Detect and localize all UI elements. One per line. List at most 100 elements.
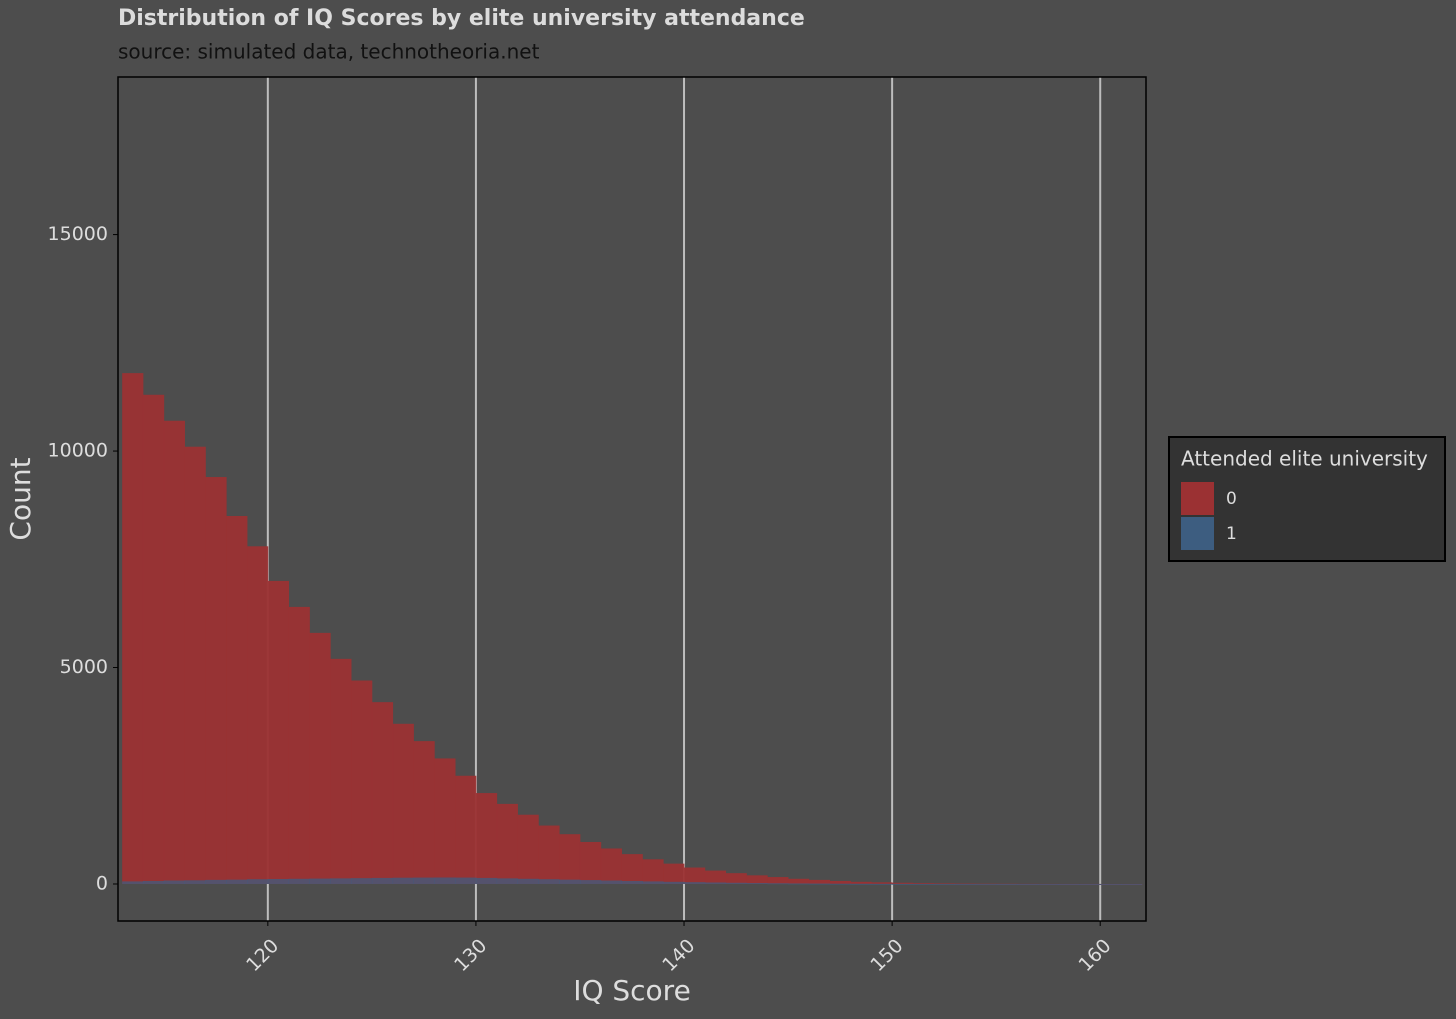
- histogram-bar: [205, 879, 227, 884]
- histogram-bar: [788, 883, 810, 885]
- histogram-bar: [184, 446, 206, 884]
- histogram-bar: [434, 877, 456, 884]
- histogram-bar: [788, 878, 810, 884]
- histogram-bar: [559, 879, 581, 884]
- histogram-bar: [496, 803, 518, 884]
- histogram-bar: [642, 859, 664, 884]
- histogram-bar: [1058, 883, 1080, 885]
- x-tick-label: 130: [450, 935, 491, 976]
- histogram-bar: [808, 879, 831, 884]
- histogram-bar: [309, 632, 331, 884]
- histogram-bar: [205, 477, 227, 884]
- legend-swatch: [1181, 517, 1214, 550]
- histogram-bar: [621, 854, 643, 884]
- histogram-bar: [912, 883, 935, 885]
- histogram-bar: [579, 841, 602, 884]
- histogram-bar: [142, 394, 165, 884]
- histogram-bar: [122, 881, 144, 884]
- histogram-bar: [642, 881, 664, 884]
- chart-title: Distribution of IQ Scores by elite unive…: [118, 6, 805, 31]
- histogram-bar: [850, 881, 872, 884]
- histogram-bar: [392, 877, 414, 884]
- histogram-bar: [1037, 883, 1059, 885]
- histogram-bar: [330, 658, 352, 884]
- histogram-bar: [892, 882, 914, 884]
- x-tick-label: 160: [1074, 935, 1115, 976]
- histogram-bar: [538, 825, 560, 884]
- histogram-bar: [226, 879, 248, 884]
- histogram-bar: [704, 870, 727, 884]
- histogram-bar: [871, 883, 893, 885]
- histogram-bar: [413, 741, 435, 884]
- histogram-bar: [330, 878, 352, 884]
- legend-box: [1168, 436, 1446, 562]
- histogram-bar: [309, 878, 331, 884]
- histogram-bar: [829, 883, 851, 885]
- histogram-bar: [538, 879, 560, 884]
- histogram-bar: [288, 878, 310, 884]
- histogram-bar: [163, 420, 185, 884]
- histogram-bar: [725, 873, 747, 884]
- histogram-bar: [413, 877, 435, 884]
- histogram-bar: [767, 877, 789, 884]
- histogram-bar: [184, 880, 206, 884]
- x-tick-label: 140: [658, 935, 699, 976]
- legend-title: Attended elite university: [1181, 447, 1428, 471]
- histogram-bar: [1079, 883, 1101, 885]
- legend-label: 0: [1226, 489, 1237, 509]
- histogram-bar: [663, 881, 685, 884]
- histogram-bar: [996, 883, 1018, 885]
- histogram-bar: [475, 793, 498, 884]
- y-tick-label: 10000: [48, 440, 108, 462]
- histogram-bar: [1121, 883, 1143, 885]
- histogram-bar: [600, 848, 622, 884]
- histogram-bar: [663, 863, 685, 884]
- histogram-bar: [351, 878, 373, 884]
- histogram-bar: [912, 883, 935, 885]
- chart-subtitle: source: simulated data, technotheoria.ne…: [118, 40, 540, 64]
- histogram-bar: [371, 877, 394, 884]
- histogram-bar: [725, 882, 747, 884]
- histogram-bar: [434, 758, 456, 884]
- histogram-bar: [122, 373, 144, 884]
- histogram-bar: [704, 882, 727, 884]
- histogram-bar: [871, 882, 893, 884]
- histogram-bar: [767, 883, 789, 885]
- histogram-bar: [892, 883, 914, 885]
- histogram-bar: [247, 879, 269, 884]
- histogram-bar: [455, 877, 477, 884]
- histogram-bar: [954, 883, 976, 885]
- y-axis-title: Count: [4, 457, 37, 540]
- histogram-bar: [933, 883, 955, 885]
- histogram-bar: [579, 880, 602, 884]
- histogram-bar: [1100, 883, 1122, 885]
- histogram-bar: [288, 606, 310, 884]
- histogram-bar: [247, 546, 269, 884]
- legend-label: 1: [1226, 524, 1237, 544]
- histogram-bar: [351, 680, 373, 884]
- histogram-bar: [1016, 883, 1039, 885]
- histogram-bar: [746, 875, 768, 884]
- y-tick-label: 0: [96, 872, 108, 894]
- histogram-bar: [850, 883, 872, 885]
- histogram-bar: [600, 880, 622, 884]
- histogram-bar: [267, 879, 290, 884]
- histogram-bar: [933, 883, 955, 885]
- histogram-bar: [163, 880, 185, 884]
- histogram-bar: [226, 515, 248, 884]
- histogram-bar: [829, 880, 851, 884]
- histogram-bar: [517, 814, 539, 884]
- histogram-bar: [267, 580, 290, 884]
- histogram-bar: [684, 882, 706, 884]
- histogram-bar: [142, 880, 165, 884]
- histogram-bar: [684, 867, 706, 884]
- histogram-bar: [746, 883, 768, 885]
- y-tick-label: 5000: [60, 656, 108, 678]
- histogram-bar: [517, 878, 539, 884]
- plot-border: [117, 76, 1147, 922]
- histogram-bar: [808, 883, 831, 885]
- y-tick-label: 15000: [48, 223, 108, 245]
- histogram-bar: [975, 883, 997, 885]
- legend-swatch: [1181, 482, 1214, 515]
